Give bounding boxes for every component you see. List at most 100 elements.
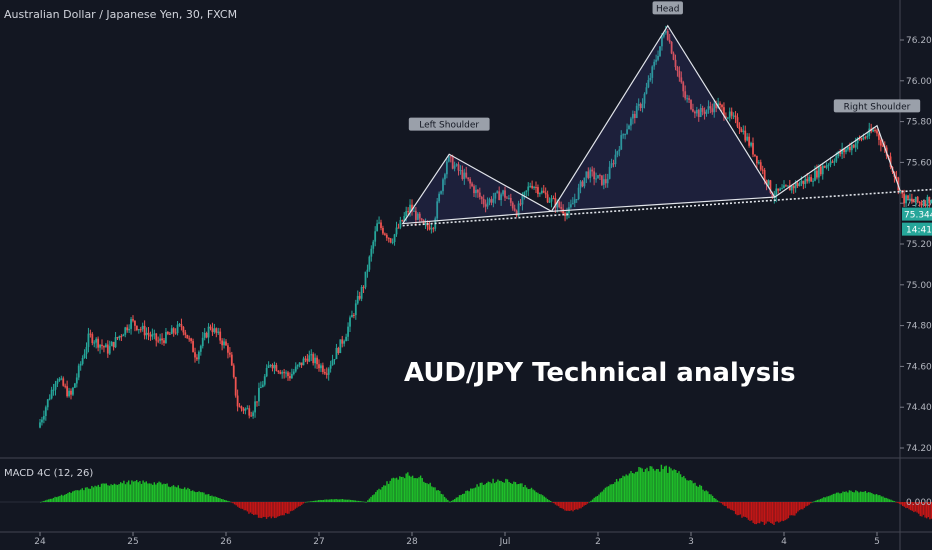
- macd-bar: [792, 502, 794, 516]
- candle-body: [748, 136, 751, 146]
- candle-body: [829, 161, 832, 165]
- macd-bar: [201, 492, 203, 502]
- macd-bar: [874, 494, 876, 502]
- candle-body: [511, 202, 514, 209]
- macd-bar: [606, 486, 608, 502]
- macd-bar: [864, 491, 867, 502]
- macd-bar: [829, 495, 831, 502]
- macd-bar: [890, 499, 892, 502]
- macd-bar: [758, 502, 761, 524]
- macd-bar: [316, 500, 318, 502]
- x-tick-label: 5: [874, 537, 880, 547]
- macd-bar: [622, 475, 624, 502]
- candle-body: [476, 189, 479, 193]
- macd-bar: [601, 491, 603, 502]
- candle-body: [372, 241, 375, 249]
- macd-bar: [518, 483, 520, 502]
- macd-bar: [699, 484, 701, 502]
- macd-bar: [407, 472, 409, 502]
- macd-bar: [443, 496, 446, 502]
- candle-body: [860, 138, 863, 140]
- candle-body: [622, 134, 625, 136]
- candle-body: [186, 334, 189, 339]
- candle-body: [321, 365, 324, 372]
- macd-bar: [924, 502, 926, 518]
- macd-bar: [926, 502, 928, 519]
- macd-bar: [760, 502, 762, 522]
- candle-body: [504, 190, 506, 198]
- macd-bar: [118, 484, 120, 502]
- macd-bar: [381, 487, 383, 502]
- candle-body: [575, 199, 578, 201]
- candle-body: [445, 161, 448, 175]
- macd-bar: [655, 469, 658, 502]
- candle-body: [213, 328, 216, 333]
- y-tick-label: 74.200: [906, 444, 932, 454]
- candle-body: [810, 177, 813, 182]
- candle-body: [453, 165, 456, 169]
- macd-bar: [572, 502, 574, 512]
- candle-body: [579, 181, 582, 188]
- macd-bar: [76, 490, 79, 502]
- candle-body: [715, 103, 718, 109]
- macd-bar: [847, 492, 849, 502]
- macd-bar: [902, 502, 904, 507]
- candle-body: [604, 179, 607, 184]
- macd-bar: [442, 494, 444, 502]
- candle-body: [393, 234, 396, 243]
- candle-body: [304, 358, 307, 360]
- macd-bar: [818, 499, 820, 502]
- macd-bar: [198, 491, 200, 502]
- macd-bar: [697, 486, 699, 502]
- macd-bar: [867, 492, 870, 502]
- y-tick-label: 74.800: [906, 322, 932, 332]
- candle-body: [153, 333, 156, 335]
- macd-bar: [235, 502, 237, 506]
- macd-bar: [625, 474, 627, 502]
- macd-bar: [145, 481, 147, 502]
- macd-bar: [918, 502, 920, 514]
- annotation-box: [408, 117, 490, 131]
- macd-bar: [871, 493, 873, 502]
- candle-body: [661, 36, 663, 47]
- candle-body: [585, 171, 588, 178]
- macd-bar: [211, 495, 213, 502]
- macd-bar: [887, 498, 889, 502]
- macd-bar: [367, 500, 369, 502]
- candle-body: [630, 118, 632, 126]
- macd-bar: [546, 499, 549, 502]
- macd-bar: [269, 502, 271, 517]
- candle-body: [831, 161, 834, 163]
- candle-body: [68, 390, 70, 397]
- candle-body: [641, 103, 644, 109]
- candle-body: [343, 341, 346, 344]
- macd-bar: [824, 497, 827, 502]
- macd-bar: [614, 482, 616, 502]
- macd-bar: [733, 502, 735, 512]
- macd-bar: [324, 499, 326, 502]
- candle-body: [878, 133, 880, 140]
- candle-body: [401, 220, 404, 222]
- macd-bar: [557, 502, 560, 507]
- macd-bar: [356, 500, 358, 502]
- candle-body: [643, 93, 646, 104]
- macd-bar: [44, 500, 47, 502]
- macd-bar: [305, 502, 307, 503]
- macd-bar: [296, 502, 298, 508]
- macd-bar: [730, 502, 732, 510]
- candle-body: [256, 401, 258, 403]
- macd-bar: [859, 491, 862, 502]
- macd-bar: [137, 482, 139, 502]
- macd-indicator-label[interactable]: MACD 4C (12, 26): [4, 468, 94, 479]
- macd-bar: [659, 471, 661, 502]
- macd-bar: [684, 478, 687, 502]
- macd-bar: [910, 502, 912, 511]
- macd-bar: [802, 502, 804, 510]
- macd-bar: [458, 495, 461, 502]
- macd-bar: [880, 496, 883, 502]
- macd-bar: [583, 502, 585, 506]
- candle-body: [145, 332, 148, 336]
- candle-body: [879, 139, 882, 146]
- macd-bar: [806, 502, 809, 506]
